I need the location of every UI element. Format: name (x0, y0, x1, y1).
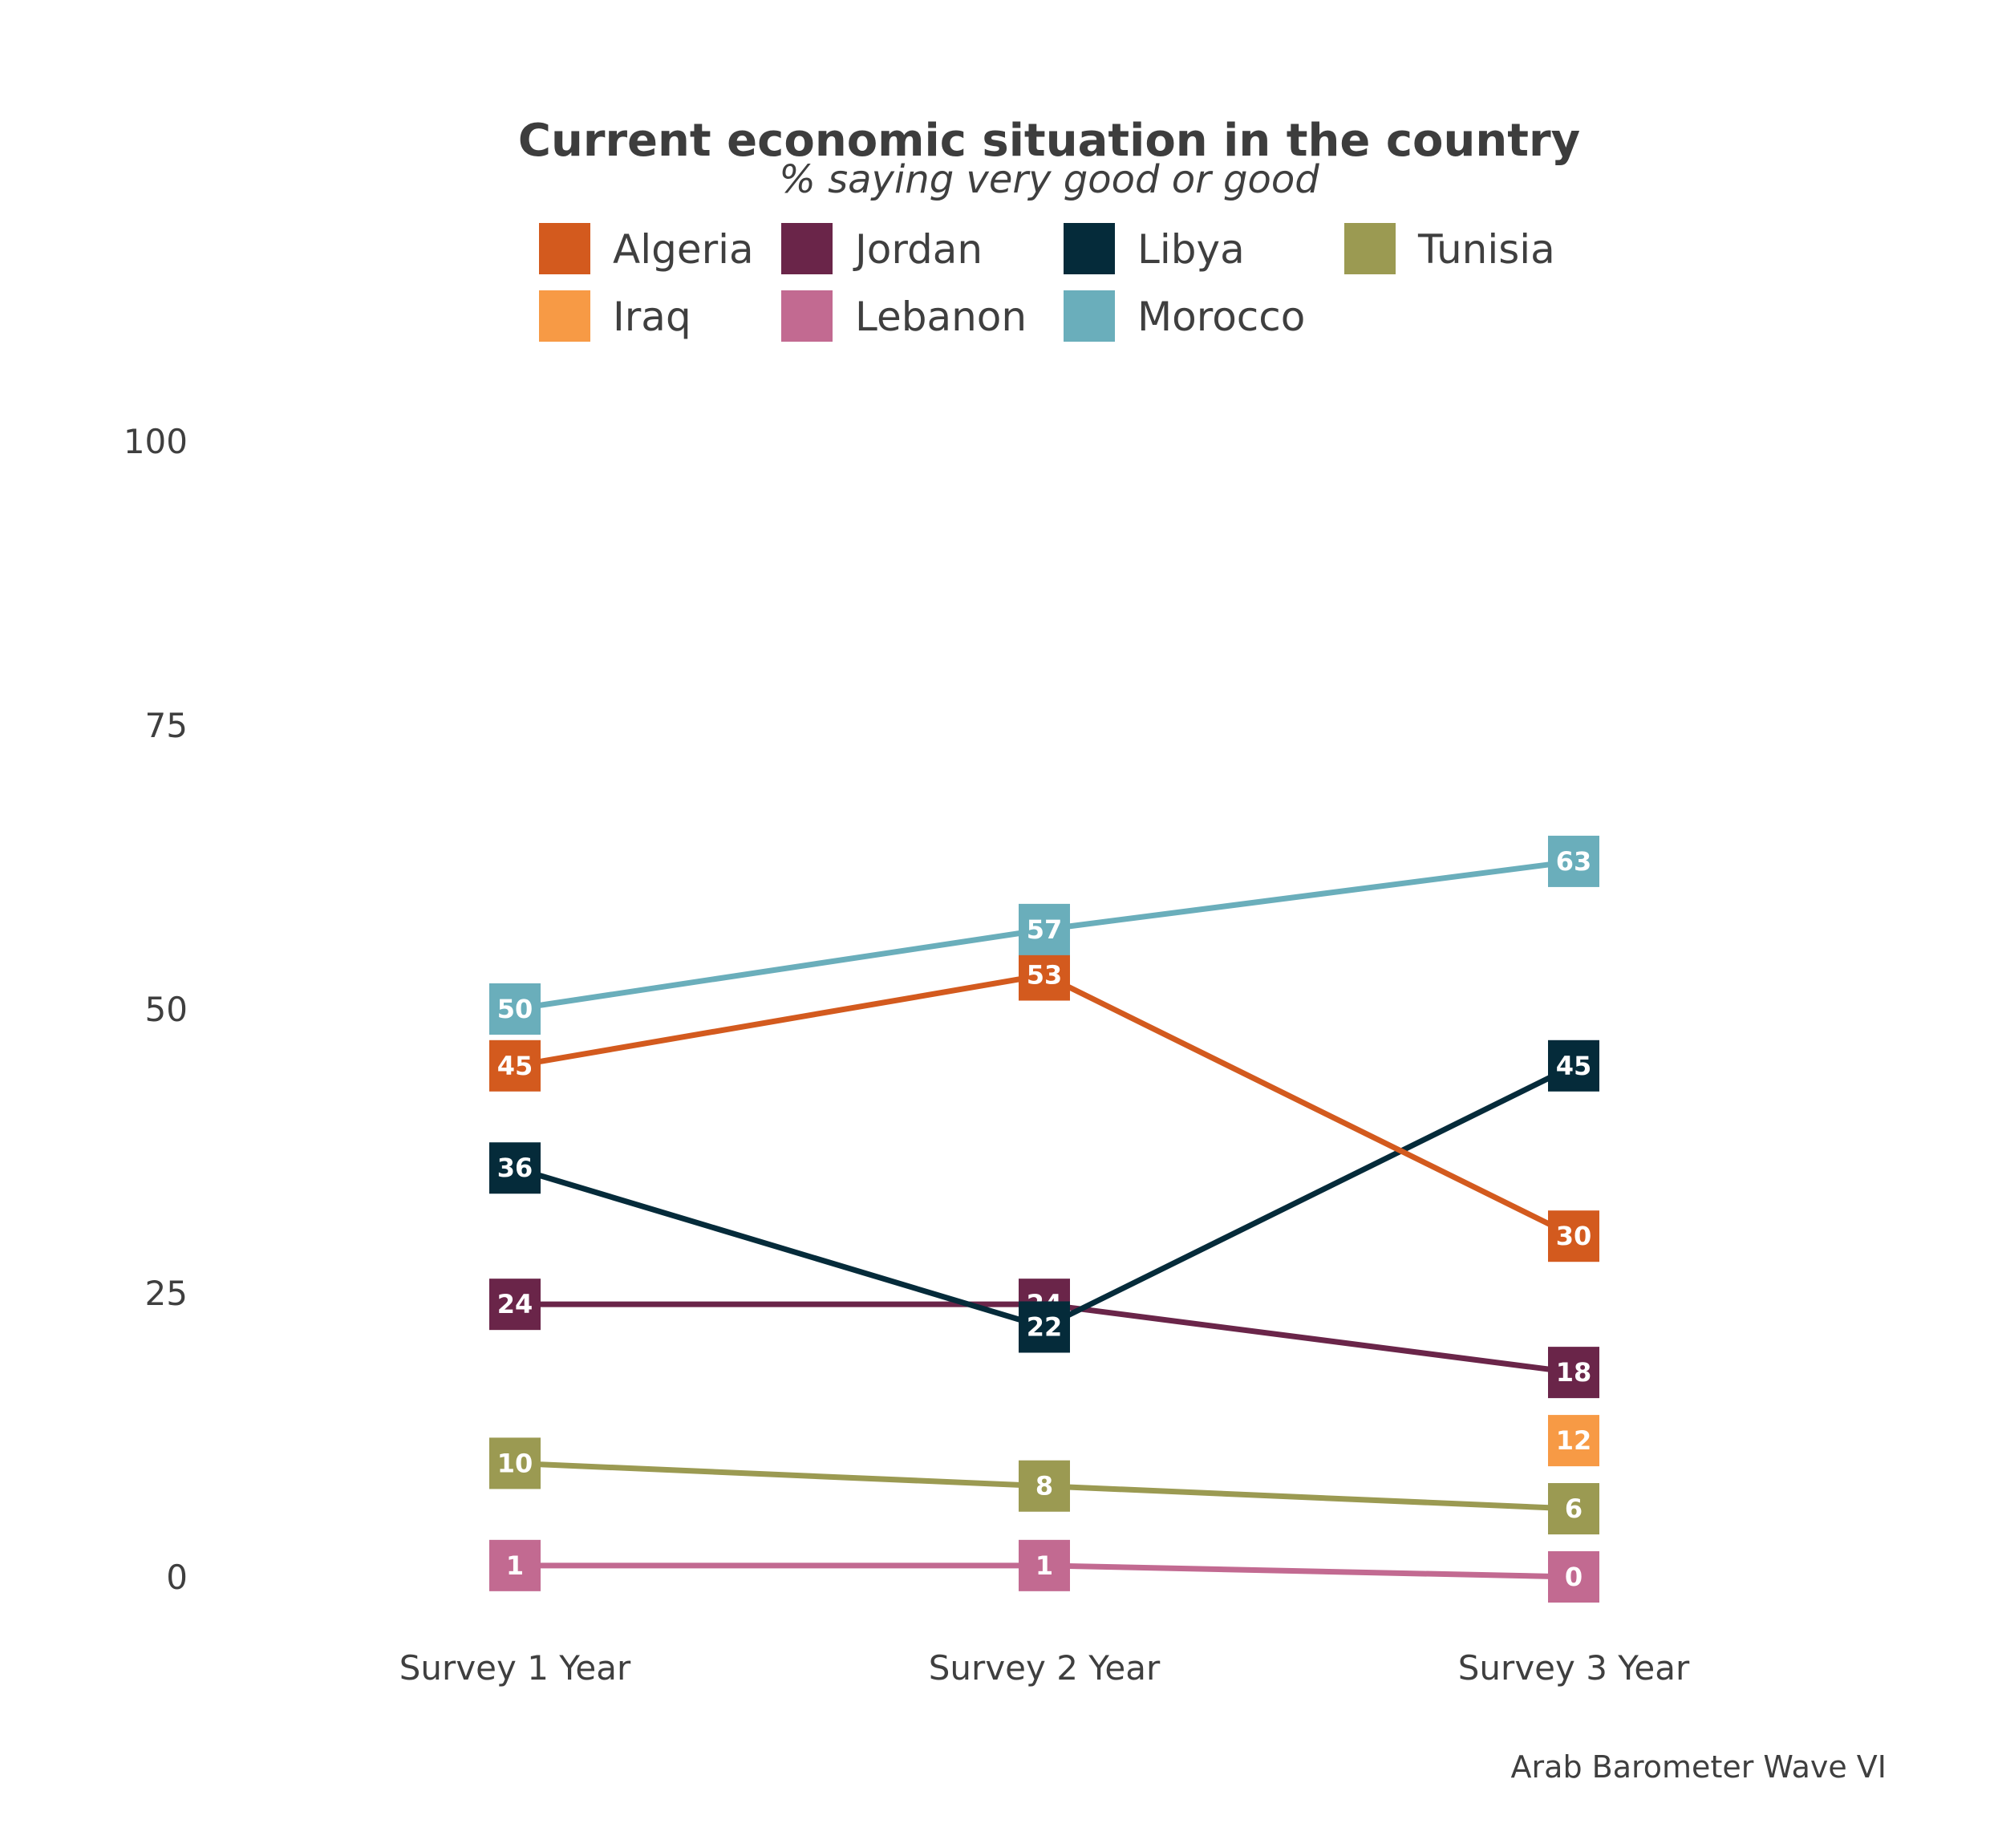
data-label: 24 (497, 1289, 533, 1319)
series-line-algeria (512, 972, 1577, 1239)
plot-area: 110108612242418362245455330505763 (489, 835, 1599, 1603)
data-point-morocco: 50 (489, 983, 541, 1035)
legend-swatch-iraq (539, 290, 590, 342)
legend-swatch-morocco (1064, 290, 1115, 342)
data-point-iraq: 12 (1548, 1415, 1599, 1467)
point-marker (1548, 1040, 1599, 1092)
y-axis: 0 25 50 75 100 (124, 422, 188, 1597)
data-label: 8 (1035, 1471, 1053, 1502)
data-point-libya: 36 (489, 1142, 541, 1194)
point-marker (489, 1437, 541, 1489)
data-label: 50 (497, 994, 533, 1024)
data-label: 53 (1027, 960, 1063, 991)
point-marker (489, 1142, 541, 1194)
legend-swatch-tunisia (1344, 223, 1396, 274)
point-marker (1548, 1551, 1599, 1603)
data-label: 36 (497, 1153, 533, 1183)
chart-caption: Arab Barometer Wave VI (1511, 1749, 1886, 1785)
chart-title: Current economic situation in the countr… (518, 115, 1580, 167)
legend: Algeria Iraq Jordan Lebanon Libya Morocco Tuni… (539, 223, 1555, 342)
point-marker (1548, 1415, 1599, 1467)
data-point-lebanon: 1 (489, 1539, 541, 1591)
data-point-libya: 22 (1019, 1301, 1070, 1353)
data-point-jordan: 24 (489, 1279, 541, 1331)
data-label: 45 (1556, 1051, 1592, 1081)
legend-swatch-algeria (539, 223, 590, 274)
point-marker (1548, 1347, 1599, 1399)
point-marker (1019, 1539, 1070, 1591)
chart-subtitle: % saying very good or good (779, 157, 1319, 202)
y-tick-label: 25 (145, 1274, 188, 1313)
y-tick-label: 100 (124, 422, 188, 461)
data-label: 18 (1556, 1357, 1592, 1388)
data-point-algeria: 53 (1019, 949, 1070, 1001)
legend-label-morocco: Morocco (1137, 294, 1305, 340)
data-label: 12 (1556, 1425, 1592, 1456)
legend-label-libya: Libya (1137, 226, 1245, 273)
data-point-algeria: 45 (489, 1040, 541, 1092)
data-label: 22 (1027, 1311, 1063, 1342)
data-label: 63 (1556, 846, 1592, 877)
legend-label-iraq: Iraq (613, 294, 691, 340)
point-marker (489, 983, 541, 1035)
point-marker (1548, 1210, 1599, 1262)
data-point-algeria: 30 (1548, 1210, 1599, 1262)
x-tick-label: Survey 3 Year (1458, 1648, 1690, 1688)
data-label: 1 (506, 1550, 524, 1581)
legend-label-jordan: Jordan (853, 226, 983, 273)
legend-label-tunisia: Tunisia (1417, 226, 1555, 273)
data-point-morocco: 57 (1019, 903, 1070, 955)
data-point-lebanon: 0 (1548, 1551, 1599, 1603)
data-point-lebanon: 1 (1019, 1539, 1070, 1591)
y-tick-label: 75 (145, 706, 188, 745)
y-tick-label: 0 (166, 1558, 188, 1597)
point-marker (489, 1040, 541, 1092)
point-marker (1019, 949, 1070, 1001)
data-point-jordan: 18 (1548, 1347, 1599, 1399)
x-tick-label: Survey 1 Year (399, 1648, 631, 1688)
legend-swatch-lebanon (781, 290, 833, 342)
x-axis: Survey 1 Year Survey 2 Year Survey 3 Year (399, 1648, 1690, 1688)
data-point-libya: 45 (1548, 1040, 1599, 1092)
data-label: 1 (1035, 1550, 1053, 1581)
data-point-tunisia: 6 (1548, 1483, 1599, 1535)
point-marker (1019, 903, 1070, 955)
data-label: 30 (1556, 1221, 1592, 1251)
data-label: 0 (1565, 1562, 1583, 1592)
point-marker (1548, 835, 1599, 887)
data-label: 10 (497, 1448, 533, 1478)
point-marker (1019, 1460, 1070, 1512)
legend-label-lebanon: Lebanon (855, 294, 1027, 340)
point-marker (1548, 1483, 1599, 1535)
data-point-tunisia: 8 (1019, 1460, 1070, 1512)
data-label: 57 (1027, 914, 1063, 945)
data-point-tunisia: 10 (489, 1437, 541, 1489)
point-marker (489, 1539, 541, 1591)
legend-label-algeria: Algeria (613, 226, 754, 273)
y-tick-label: 50 (145, 990, 188, 1029)
data-point-morocco: 63 (1548, 835, 1599, 887)
x-tick-label: Survey 2 Year (929, 1648, 1161, 1688)
data-label: 45 (497, 1051, 533, 1081)
point-marker (489, 1279, 541, 1331)
legend-swatch-jordan (781, 223, 833, 274)
legend-swatch-libya (1064, 223, 1115, 274)
point-marker (1019, 1301, 1070, 1353)
data-label: 6 (1565, 1493, 1583, 1524)
